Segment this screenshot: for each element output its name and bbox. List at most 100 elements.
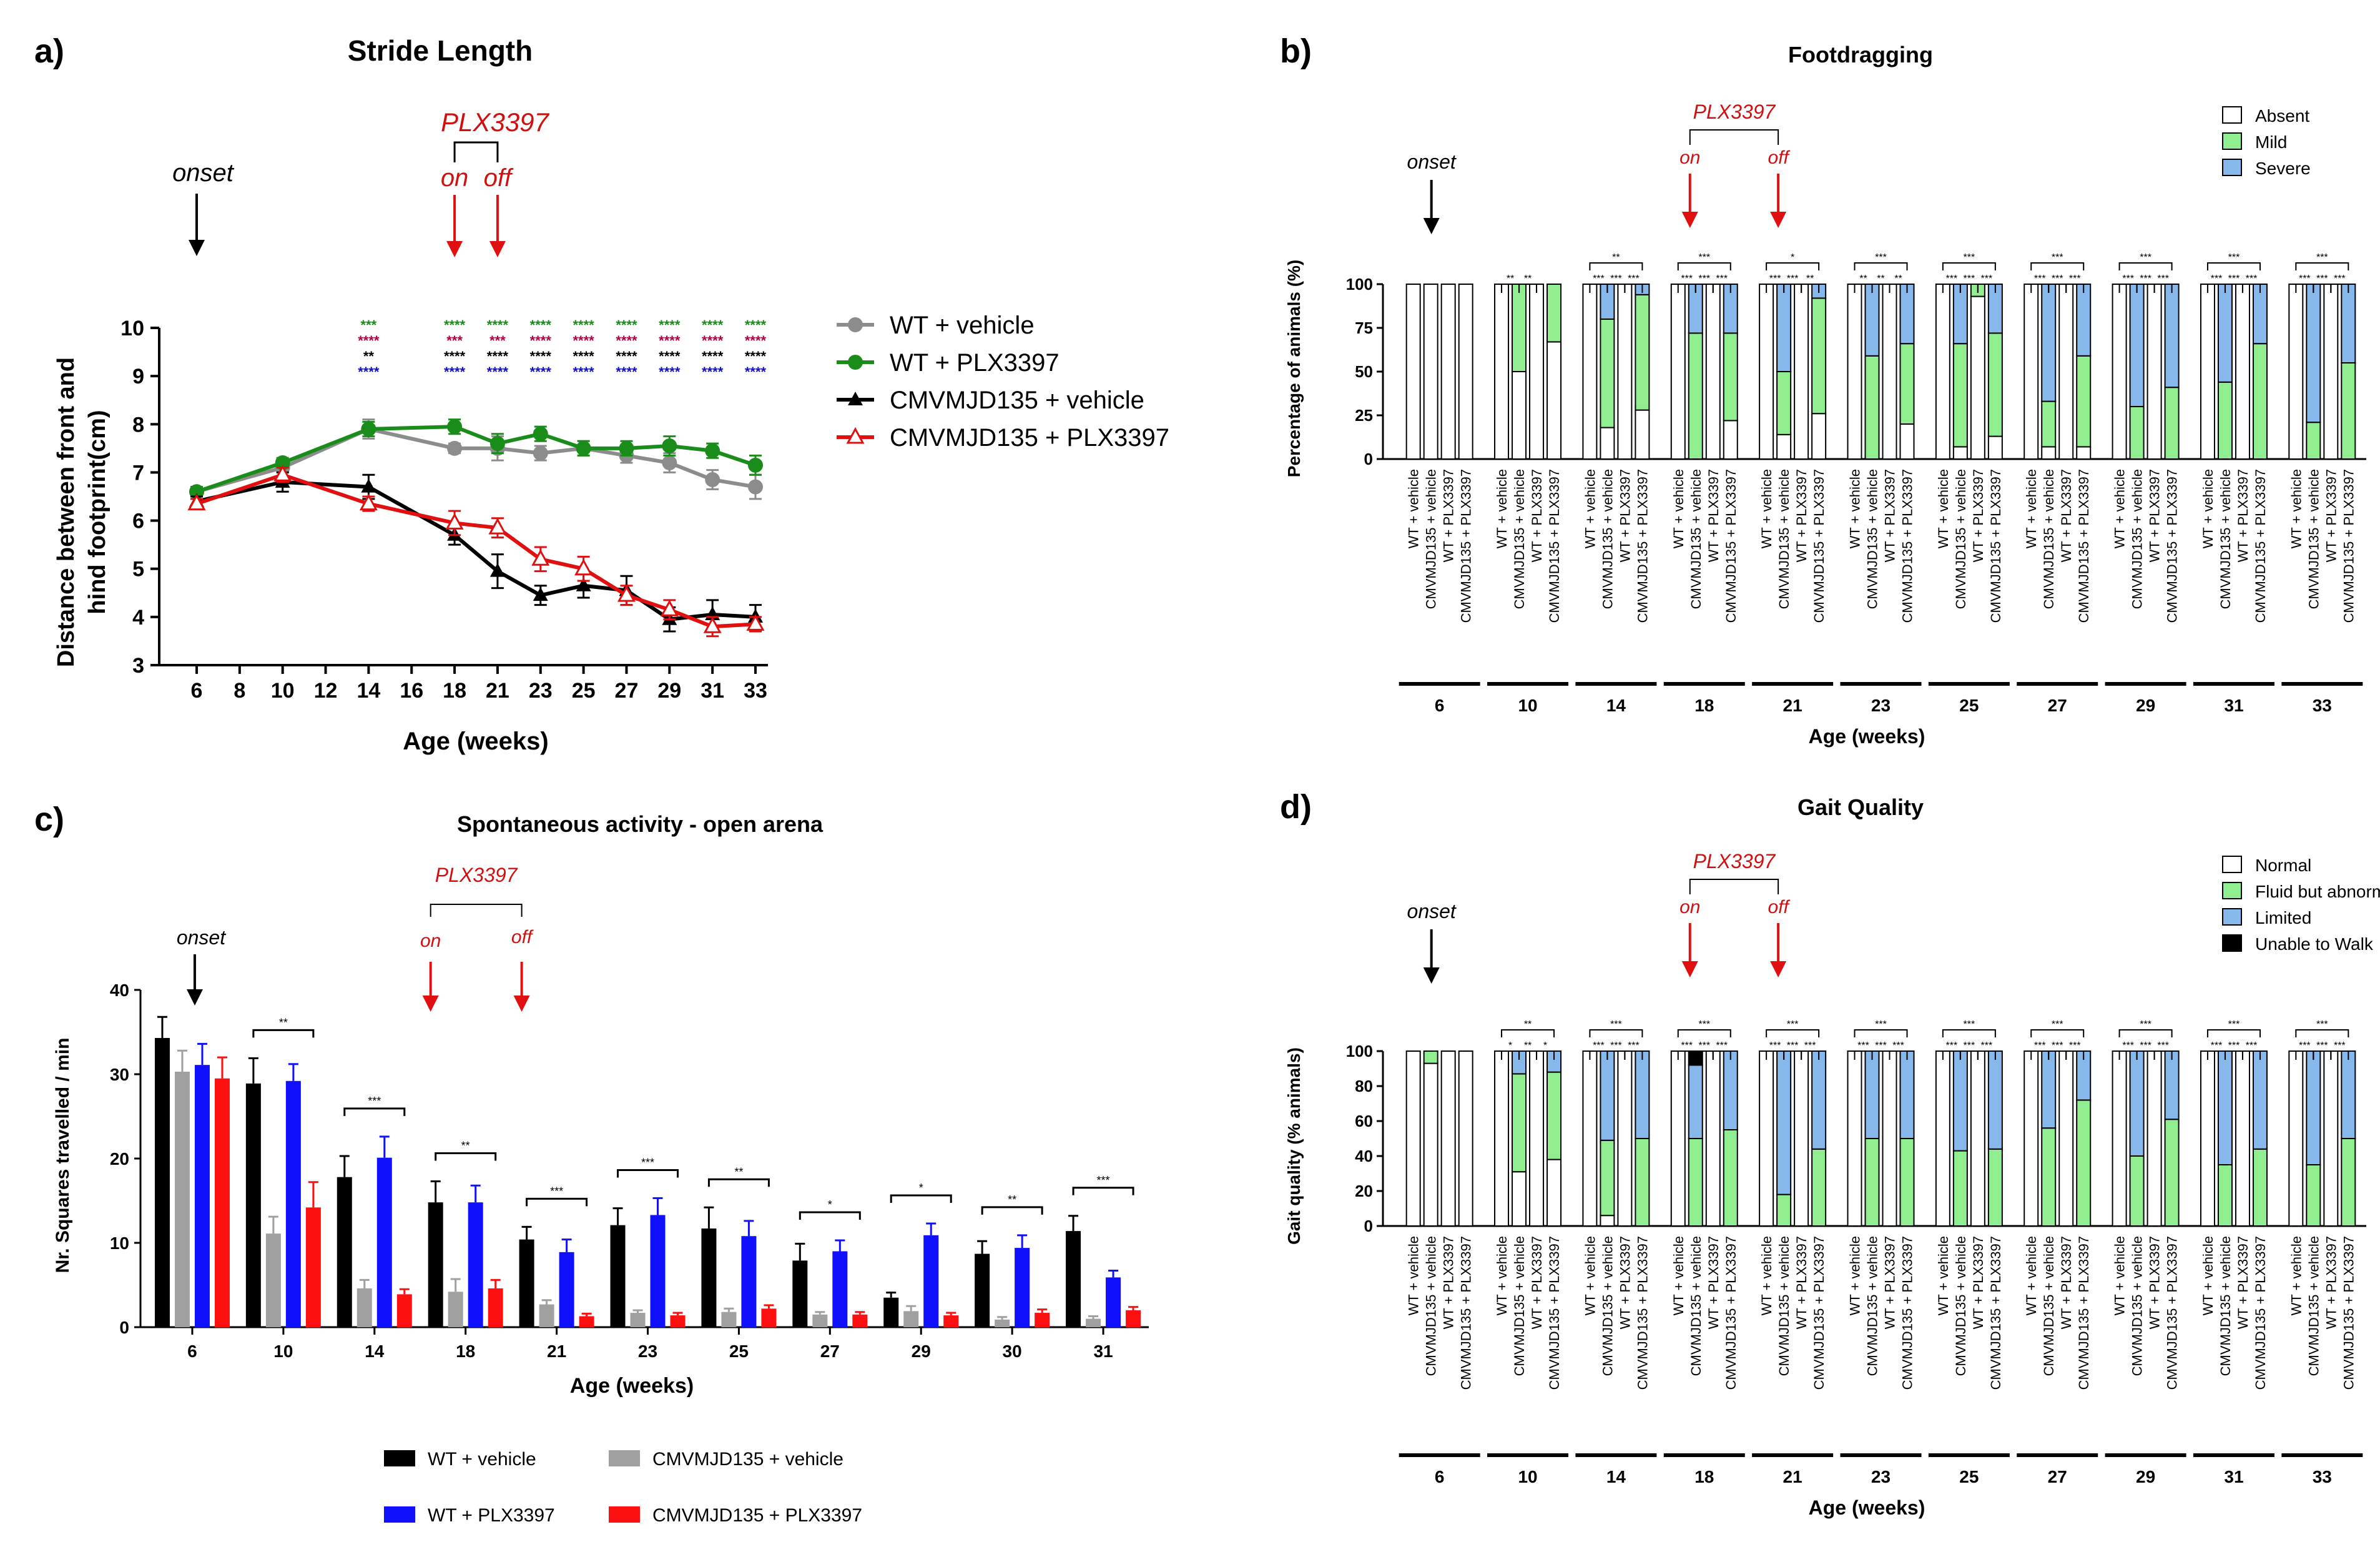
chart-a-point xyxy=(531,549,550,566)
chart-b-bar-segment xyxy=(1405,284,1421,460)
chart-d-pair-sig: *** xyxy=(1716,1040,1728,1051)
chart-d-pair-sig: *** xyxy=(1804,1040,1816,1051)
chart-c-group-bracket xyxy=(890,1194,952,1203)
chart-d-bar-segment xyxy=(1440,1050,1456,1227)
chart-d-bar-label: WT + PLX3397 xyxy=(2058,1236,2074,1329)
chart-b-bar-segment xyxy=(2076,355,2092,448)
chart-d-pair-bracket xyxy=(1977,1050,1996,1060)
chart-b-bar-label: CMVMJD135 + vehicle xyxy=(2130,469,2145,609)
chart-a-sig-label: *** xyxy=(361,317,377,333)
chart-c-bar xyxy=(1066,1231,1081,1327)
chart-d-bar-label: WT + PLX3397 xyxy=(1706,1236,1721,1329)
chart-a-sig-label: **** xyxy=(358,333,380,348)
chart-d-bar-label: CMVMJD135 + vehicle xyxy=(1424,1236,1439,1376)
chart-d-bar-segment xyxy=(2041,1127,2057,1227)
chart-d-bar-segment xyxy=(1635,1138,1650,1227)
chart-d-pair-sig: *** xyxy=(2211,1040,2223,1051)
chart-c-bar xyxy=(923,1235,939,1327)
chart-d-bar-label: WT + PLX3397 xyxy=(1529,1236,1545,1329)
chart-d-bar-label: CMVMJD135 + vehicle xyxy=(1865,1236,1881,1376)
chart-d-bar-segment xyxy=(2023,1050,2039,1227)
chart-b-bar-segment xyxy=(1899,343,1915,425)
chart-a-ylabel-line1: Distance between front and xyxy=(53,357,79,667)
chart-c-bar xyxy=(154,1037,170,1327)
chart-c-onset-arrow-head xyxy=(186,989,203,1006)
chart-d-pair-sig: *** xyxy=(2140,1040,2151,1051)
chart-a-point xyxy=(617,585,636,602)
chart-b-bar-segment xyxy=(1776,284,1792,372)
chart-d-bar-label: WT + vehicle xyxy=(1847,1236,1863,1315)
chart-b-bar-segment xyxy=(2058,284,2074,460)
chart-d-bar-segment xyxy=(1423,1062,1438,1227)
chart-a-x-tick-label: 29 xyxy=(657,679,681,703)
chart-d-pair-sig: *** xyxy=(1681,1040,1693,1051)
chart-b-bar-segment xyxy=(2041,284,2057,402)
chart-c-bar xyxy=(670,1315,686,1327)
chart-a-drug-bracket xyxy=(453,141,499,162)
chart-b-bar-label: WT + PLX3397 xyxy=(2323,469,2339,562)
panel-label-c: c) xyxy=(34,801,64,838)
chart-b-legend-swatch xyxy=(2222,159,2242,176)
chart-d-y-tick-label: 100 xyxy=(1346,1042,1373,1060)
chart-d-bar-segment xyxy=(1899,1050,1915,1139)
chart-b-legend-label: Severe xyxy=(2255,159,2311,178)
chart-b-drug-label: PLX3397 xyxy=(1693,101,1776,123)
chart-a-point xyxy=(533,445,548,461)
chart-b-bar-label: WT + PLX3397 xyxy=(1617,469,1633,562)
chart-b-bar-label: WT + PLX3397 xyxy=(1882,469,1898,562)
chart-c-bar xyxy=(539,1304,554,1327)
chart-c-y-tick-label: 30 xyxy=(110,1065,129,1084)
chart-a-sig-label: **** xyxy=(530,317,552,333)
chart-b-bar-segment xyxy=(1582,284,1598,460)
chart-d-pair-sig: *** xyxy=(2052,1040,2063,1051)
chart-d-bar-segment xyxy=(2164,1119,2180,1227)
chart-a-sig-label: **** xyxy=(702,317,724,333)
chart-d-group-label: 25 xyxy=(1959,1467,1979,1486)
chart-b-pair-bracket xyxy=(2153,284,2173,293)
chart-a-y-tick-label: 7 xyxy=(132,461,144,485)
chart-c-bar xyxy=(337,1177,352,1327)
chart-a-sig-label: **** xyxy=(530,333,552,348)
chart-d-group-label: 23 xyxy=(1871,1467,1891,1486)
chart-d-pair-bracket xyxy=(2065,1050,2085,1060)
chart-b-bar-label: CMVMJD135 + vehicle xyxy=(1688,469,1704,609)
chart-b-pair-bracket xyxy=(2330,284,2349,293)
chart-b-pair-sig: ** xyxy=(1877,274,1884,284)
chart-a-legend-marker xyxy=(848,392,863,405)
chart-d-bar-segment xyxy=(1423,1050,1438,1064)
chart-a-x-tick-label: 8 xyxy=(234,679,245,703)
chart-b-bar-segment xyxy=(1776,433,1792,460)
chart-b-bar-label: WT + vehicle xyxy=(1935,469,1951,548)
chart-b-bar-label: CMVMJD135 + PLX3397 xyxy=(1811,469,1827,623)
chart-d-bar-label: CMVMJD135 + vehicle xyxy=(1953,1236,1969,1376)
chart-b-group-sig: *** xyxy=(2052,252,2063,263)
chart-c-group-bracket xyxy=(617,1169,679,1178)
chart-d-bar-label: WT + PLX3397 xyxy=(2323,1236,2339,1329)
chart-c-bar xyxy=(832,1251,848,1327)
chart-d-group-bracket xyxy=(1589,1029,1643,1037)
chart-a-title: Stride Length xyxy=(348,34,533,67)
chart-a-sig-label: **** xyxy=(659,333,681,348)
chart-b-pair-sig: ** xyxy=(1806,274,1814,284)
chart-d-pair-sig: *** xyxy=(2299,1040,2311,1051)
chart-d-pair-sig: *** xyxy=(1628,1040,1640,1051)
chart-b-group-bracket xyxy=(1942,262,1996,270)
chart-d-bar-segment xyxy=(1582,1050,1598,1227)
chart-d-group-bracket xyxy=(1501,1029,1555,1037)
chart-d-y-tick-label: 80 xyxy=(1355,1077,1373,1095)
chart-a-point xyxy=(447,440,463,456)
chart-d-group-label: 29 xyxy=(2136,1467,2155,1486)
chart-b-pair-sig: *** xyxy=(2157,274,2169,284)
chart-a-sig-label: **** xyxy=(702,333,724,348)
chart-b-pair-sig: *** xyxy=(2228,274,2240,284)
chart-d-group-label: 10 xyxy=(1518,1467,1537,1486)
chart-c-bar xyxy=(396,1294,412,1327)
chart-d-drug-bracket xyxy=(1689,879,1779,894)
chart-b-pair-sig: *** xyxy=(1769,274,1781,284)
chart-a-point xyxy=(489,563,505,577)
chart-b-pair-bracket xyxy=(2241,284,2261,293)
chart-c-legend-label: CMVMJD135 + vehicle xyxy=(652,1449,843,1470)
chart-c-group-sig: *** xyxy=(641,1156,654,1169)
chart-a-on-label: on xyxy=(441,164,469,192)
chart-d-bar-segment xyxy=(1952,1050,1968,1152)
